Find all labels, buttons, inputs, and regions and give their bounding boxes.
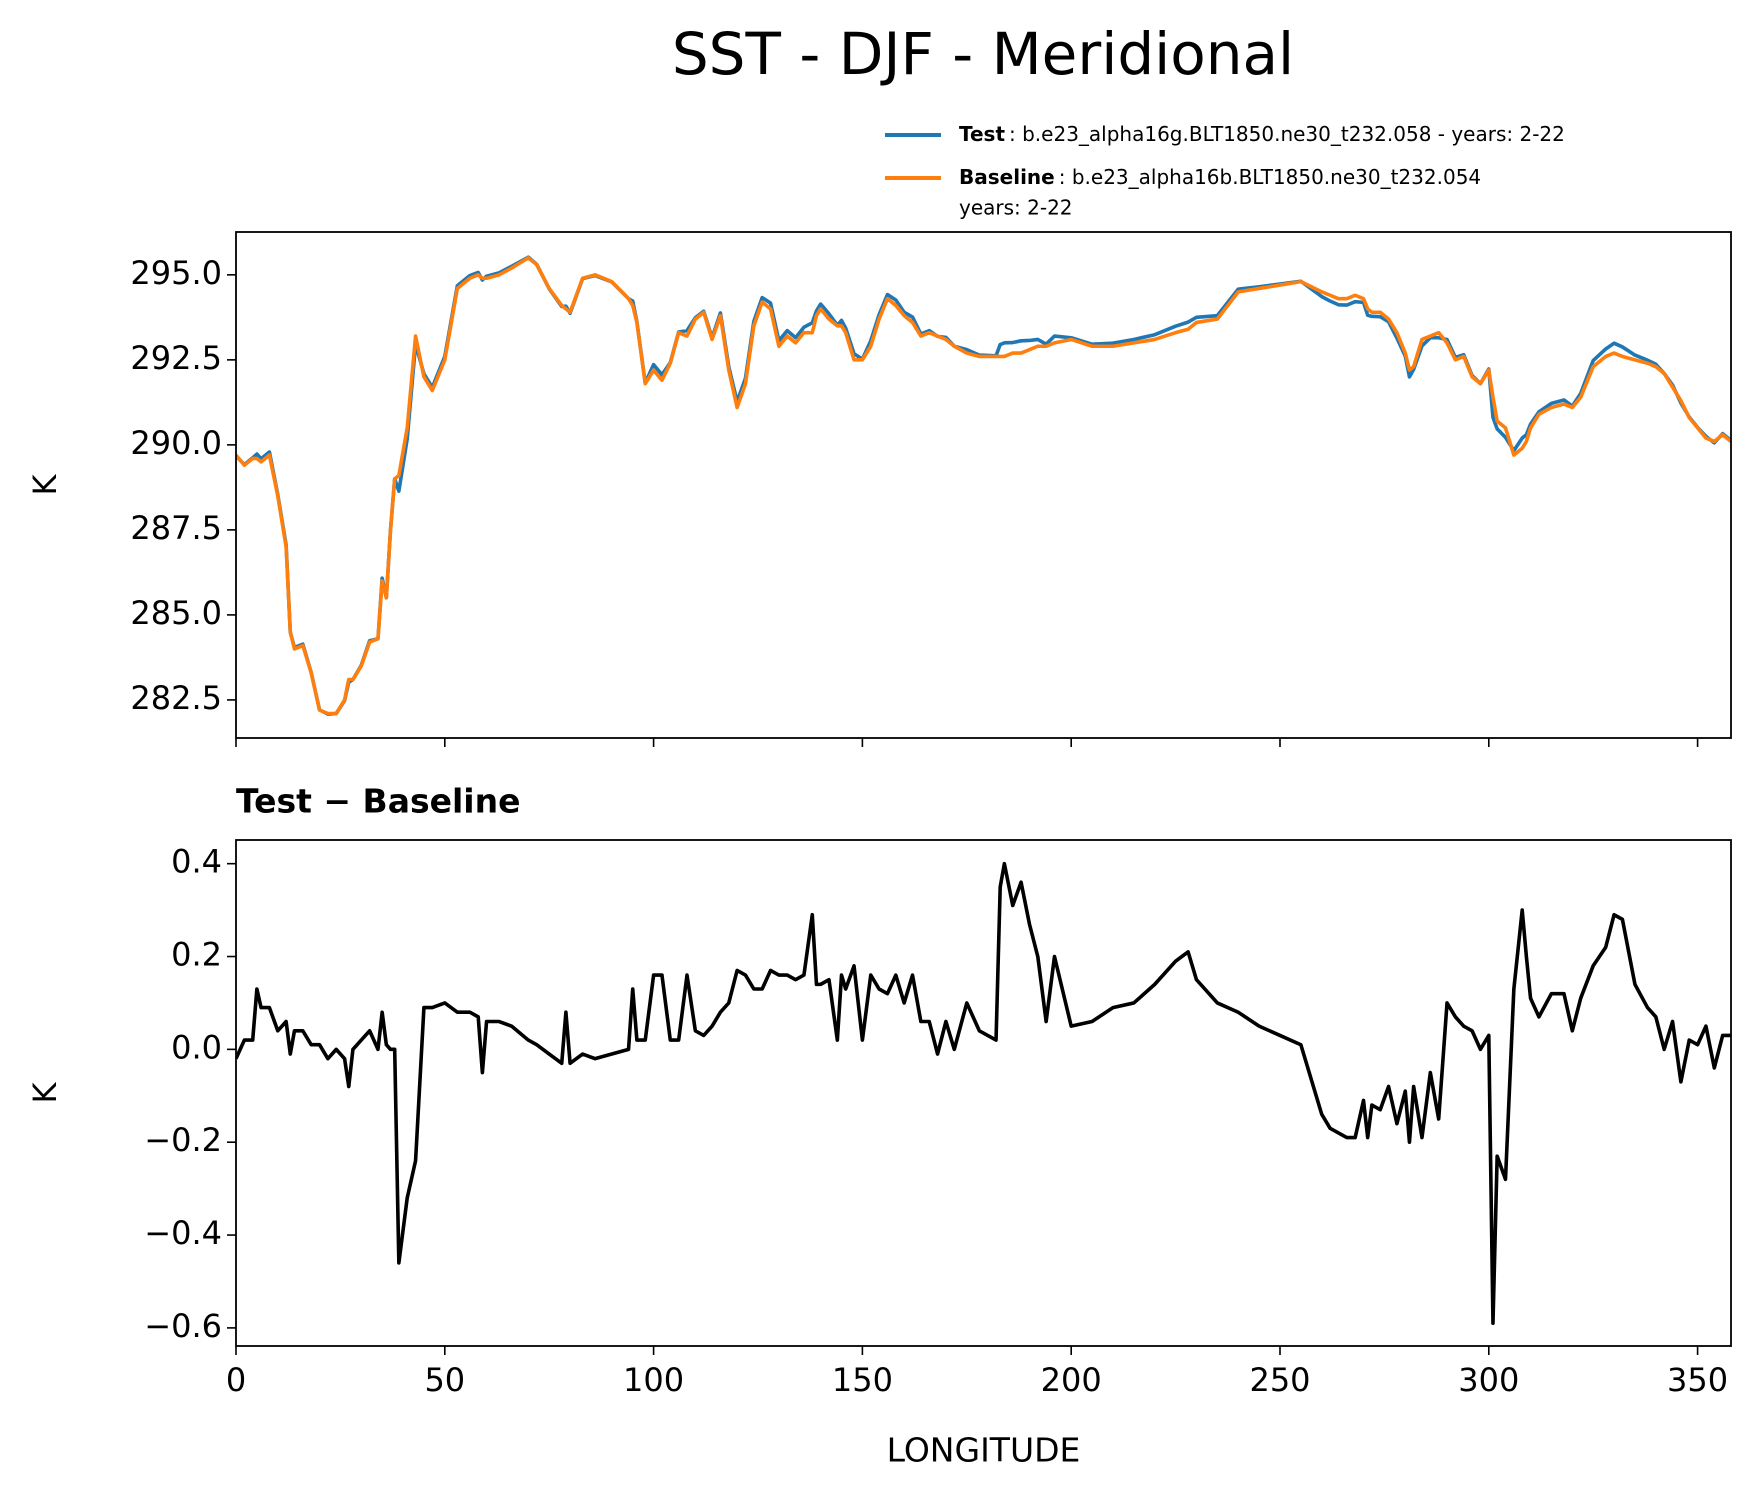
legend-description: : b.e23_alpha16g.BLT1850.ne30_t232.058 -…: [1009, 122, 1565, 146]
y-tick-label: 282.5: [130, 679, 222, 717]
y-tick-label: 295.0: [130, 254, 222, 292]
y-tick-label: −0.2: [144, 1121, 222, 1159]
y-tick-label: −0.4: [144, 1214, 222, 1252]
x-tick-label: 300: [1458, 1361, 1519, 1399]
y-tick-label: −0.6: [144, 1307, 222, 1345]
x-tick-label: 250: [1249, 1361, 1310, 1399]
y-tick-label: 290.0: [130, 424, 222, 462]
data-line: [236, 256, 1731, 716]
legend-name: Test: [959, 122, 1005, 146]
axes-frame: [235, 839, 1732, 1347]
y-tick-label: 287.5: [130, 509, 222, 547]
x-tick-label: 0: [226, 1361, 246, 1399]
axes-frame: [235, 231, 1732, 739]
x-tick-label: 50: [424, 1361, 465, 1399]
legend-name: Baseline: [959, 165, 1055, 189]
x-tick-label: 100: [623, 1361, 684, 1399]
y-tick-label: 0.4: [171, 843, 222, 881]
legend-description: : b.e23_alpha16b.BLT1850.ne30_t232.054: [1059, 165, 1481, 189]
x-tick-label: 200: [1041, 1361, 1102, 1399]
y-tick-label: 292.5: [130, 339, 222, 377]
y-tick-label: 0.2: [171, 936, 222, 974]
y-axis-label: K: [26, 473, 64, 495]
x-axis-label: LONGITUDE: [887, 1431, 1081, 1470]
x-tick-label: 350: [1667, 1361, 1728, 1399]
panel-title: Test − Baseline: [236, 782, 521, 821]
figure-title: SST - DJF - Meridional: [672, 20, 1294, 88]
x-tick-label: 150: [832, 1361, 893, 1399]
legend-entry: Test: b.e23_alpha16g.BLT1850.ne30_t232.0…: [959, 122, 1565, 146]
data-line: [236, 861, 1731, 1326]
legend-description: years: 2-22: [959, 196, 1073, 220]
y-tick-label: 0.0: [171, 1028, 222, 1066]
legend-entry: Baseline: b.e23_alpha16b.BLT1850.ne30_t2…: [959, 165, 1481, 189]
y-tick-label: 285.0: [130, 594, 222, 632]
y-axis-label: K: [26, 1081, 64, 1103]
